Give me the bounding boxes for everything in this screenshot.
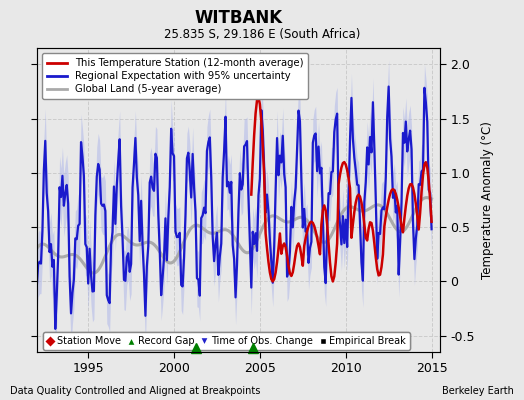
Text: Data Quality Controlled and Aligned at Breakpoints: Data Quality Controlled and Aligned at B…	[10, 386, 261, 396]
Y-axis label: Temperature Anomaly (°C): Temperature Anomaly (°C)	[481, 121, 494, 279]
Legend: Station Move, Record Gap, Time of Obs. Change, Empirical Break: Station Move, Record Gap, Time of Obs. C…	[42, 332, 410, 350]
Text: Berkeley Earth: Berkeley Earth	[442, 386, 514, 396]
Text: 25.835 S, 29.186 E (South Africa): 25.835 S, 29.186 E (South Africa)	[164, 28, 360, 41]
Title: WITBANK: WITBANK	[194, 9, 282, 27]
